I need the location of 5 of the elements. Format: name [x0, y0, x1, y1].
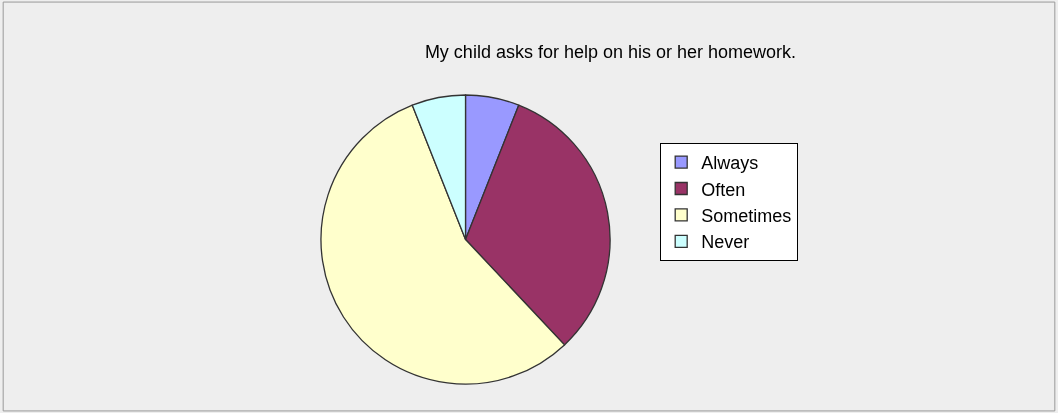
legend-label: Never	[701, 232, 750, 253]
legend-label: Sometimes	[701, 205, 792, 226]
legend-label: Often	[701, 179, 746, 200]
legend-label: Always	[701, 153, 759, 174]
chart-title: My child asks for help on his or her homework.	[424, 42, 797, 63]
